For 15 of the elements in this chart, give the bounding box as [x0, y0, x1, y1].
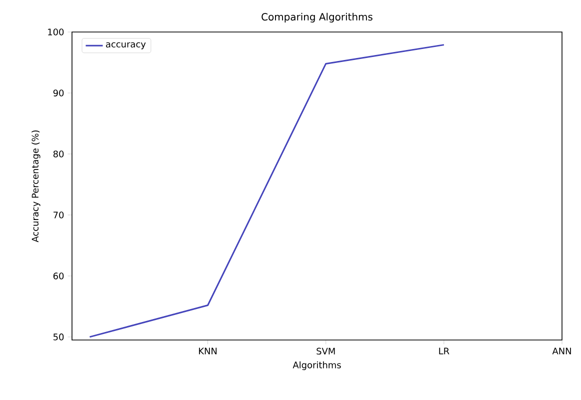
y-tick-label: 100: [48, 28, 64, 36]
y-tick-label: 90: [53, 90, 64, 96]
y-tick-label: 70: [54, 212, 64, 218]
x-tick-label: ANN: [552, 348, 571, 354]
y-tick-label: 60: [53, 272, 64, 280]
x-tick-label: SVM: [316, 348, 335, 355]
y-axis-title: Accuracy Percentage (%): [32, 130, 40, 242]
legend-label: accuracy: [106, 42, 146, 50]
chart-title: Comparing Algorithms: [262, 12, 372, 23]
y-tick-label: 50: [54, 334, 64, 340]
line-series: [88, 44, 445, 338]
y-tick-label: 80: [53, 150, 64, 158]
x-axis-title: Algorithms: [292, 361, 341, 370]
x-tick-label: LR: [439, 348, 450, 354]
x-tick-label: KNN: [199, 348, 217, 354]
